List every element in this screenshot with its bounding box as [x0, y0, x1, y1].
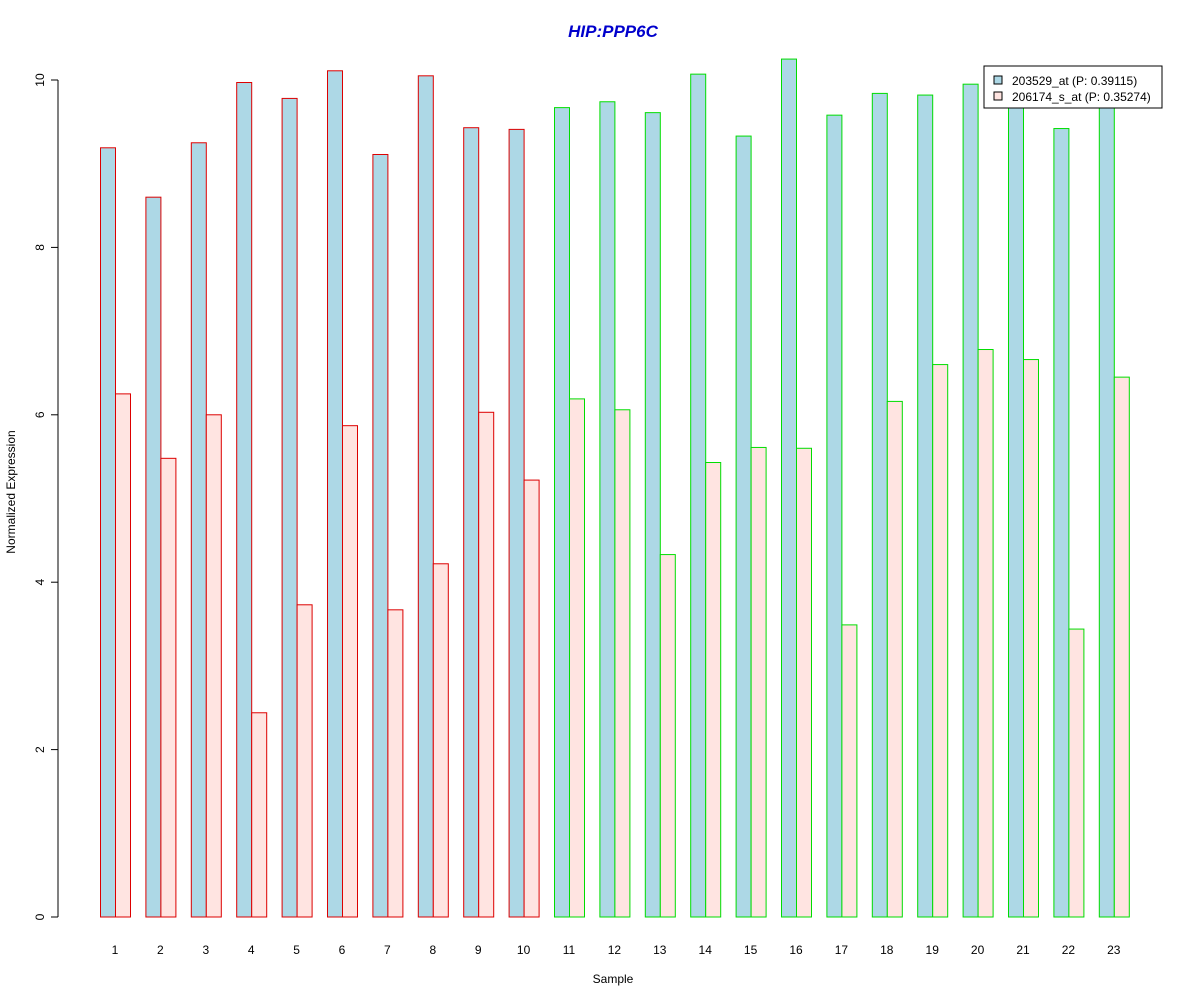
- bar-sample-16-series-2: [796, 447, 812, 918]
- bar-sample-3-series-1: [190, 142, 207, 918]
- legend-label-series-1: 203529_at (P: 0.39115): [1012, 74, 1137, 88]
- x-tick-label-23: 23: [1107, 943, 1121, 957]
- bar-sample-16-series-1: [781, 58, 797, 918]
- x-tick-label-12: 12: [608, 943, 622, 957]
- bar-sample-11-series-1: [554, 107, 570, 918]
- bar-sample-1-series-2: [115, 393, 131, 918]
- bar-sample-9-series-1: [463, 127, 480, 918]
- bar-sample-23-series-2: [1113, 376, 1130, 918]
- bar-sample-19-series-1: [917, 94, 934, 918]
- bar-sample-10-series-1: [508, 128, 525, 918]
- x-axis-label: Sample: [593, 972, 634, 986]
- y-tick-label: 6: [33, 411, 47, 418]
- bar-sample-14-series-1: [690, 73, 707, 918]
- bar-sample-14-series-2: [705, 462, 722, 918]
- x-tick-label-14: 14: [699, 943, 713, 957]
- bar-sample-1-series-1: [100, 147, 116, 918]
- bar-sample-6-series-2: [342, 425, 358, 918]
- legend-swatch-series-2: [993, 91, 1003, 101]
- y-tick-label: 10: [33, 73, 47, 87]
- legend: 203529_at (P: 0.39115) 206174_s_at (P: 0…: [983, 65, 1163, 109]
- bar-sample-5-series-1: [281, 97, 298, 918]
- x-tick-label-10: 10: [517, 943, 531, 957]
- y-axis: 0 2 4 6 8 10: [33, 73, 59, 920]
- x-tick-label-21: 21: [1016, 943, 1030, 957]
- x-tick-label-3: 3: [202, 943, 209, 957]
- x-tick-label-20: 20: [971, 943, 985, 957]
- x-tick-label-6: 6: [339, 943, 346, 957]
- x-tick-label-2: 2: [157, 943, 164, 957]
- bar-sample-8-series-1: [417, 75, 434, 918]
- bar-sample-21-series-1: [1008, 104, 1024, 918]
- bar-sample-9-series-2: [478, 411, 495, 918]
- bar-sample-11-series-2: [569, 398, 585, 918]
- x-tick-label-4: 4: [248, 943, 255, 957]
- x-tick-label-5: 5: [293, 943, 300, 957]
- bar-sample-21-series-2: [1023, 359, 1039, 918]
- bar-sample-7-series-2: [387, 609, 404, 918]
- x-tick-label-7: 7: [384, 943, 391, 957]
- x-tick-label-18: 18: [880, 943, 894, 957]
- bar-sample-17-series-1: [826, 114, 843, 918]
- bar-sample-13-series-1: [644, 112, 661, 918]
- legend-swatch-series-1: [993, 75, 1003, 85]
- x-tick-label-17: 17: [835, 943, 849, 957]
- bar-sample-13-series-2: [659, 554, 676, 918]
- x-tick-label-15: 15: [744, 943, 758, 957]
- bars-group: [100, 58, 1130, 918]
- x-tick-label-1: 1: [112, 943, 119, 957]
- bar-sample-4-series-2: [251, 712, 268, 918]
- y-tick-label: 4: [33, 579, 47, 586]
- x-tick-label-19: 19: [926, 943, 940, 957]
- bar-sample-5-series-2: [296, 604, 313, 918]
- x-tick-label-16: 16: [789, 943, 803, 957]
- bar-sample-19-series-2: [932, 364, 949, 918]
- x-tick-label-22: 22: [1062, 943, 1076, 957]
- bar-sample-23-series-1: [1098, 104, 1115, 918]
- y-tick-label: 0: [33, 913, 47, 920]
- legend-box: [983, 65, 1163, 109]
- bar-sample-15-series-2: [750, 446, 767, 918]
- bar-sample-20-series-1: [962, 83, 979, 918]
- x-tick-label-13: 13: [653, 943, 667, 957]
- bar-sample-2-series-1: [145, 196, 162, 918]
- bar-sample-6-series-1: [327, 70, 343, 918]
- bar-sample-2-series-2: [160, 457, 177, 918]
- bar-sample-22-series-2: [1068, 628, 1085, 918]
- bar-sample-17-series-2: [841, 624, 858, 918]
- bar-sample-20-series-2: [977, 349, 994, 918]
- bar-sample-4-series-1: [236, 82, 253, 918]
- bar-sample-8-series-2: [432, 563, 449, 918]
- y-axis-label: Normalized Expression: [4, 430, 18, 553]
- x-tick-labels: 1 2 3 4 5 6 7 8 9 10 11 12 13 14 15 16 17 18 19 20 21 22 23: [112, 943, 1121, 957]
- x-tick-label-11: 11: [563, 943, 576, 957]
- bar-sample-3-series-2: [205, 414, 222, 918]
- y-tick-label: 8: [33, 244, 47, 251]
- bar-sample-18-series-2: [886, 400, 903, 918]
- bar-sample-15-series-1: [735, 135, 752, 918]
- bar-sample-22-series-1: [1053, 128, 1070, 918]
- x-tick-label-9: 9: [475, 943, 482, 957]
- bar-sample-12-series-1: [599, 101, 616, 918]
- y-tick-label: 2: [33, 746, 47, 753]
- chart-title: HIP:PPP6C: [568, 22, 658, 41]
- x-tick-label-8: 8: [429, 943, 436, 957]
- bar-sample-7-series-1: [372, 153, 389, 918]
- bar-sample-10-series-2: [523, 479, 540, 918]
- bar-sample-12-series-2: [614, 409, 631, 918]
- legend-label-series-2: 206174_s_at (P: 0.35274): [1012, 90, 1151, 104]
- bar-sample-18-series-1: [871, 92, 888, 918]
